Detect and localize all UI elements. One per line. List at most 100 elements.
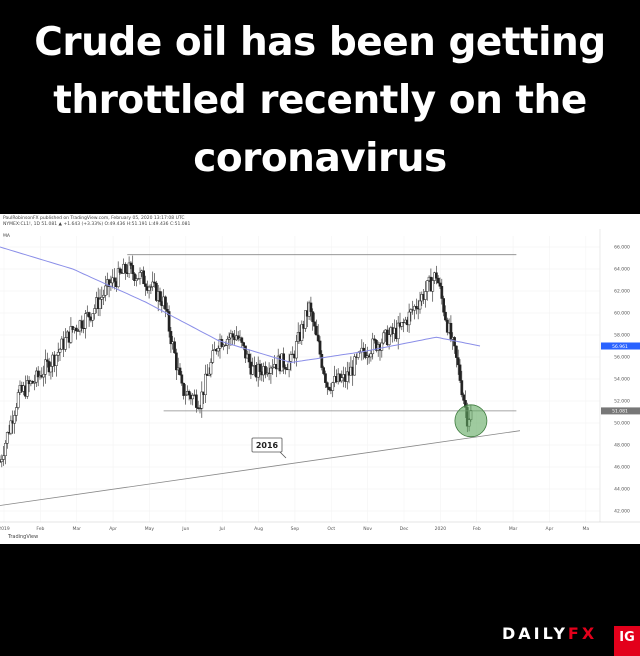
candle bbox=[324, 373, 327, 383]
candle bbox=[204, 373, 207, 396]
headline: Crude oil has been getting throttled rec… bbox=[0, 14, 640, 188]
candle bbox=[15, 407, 18, 416]
candle bbox=[400, 322, 404, 327]
candle bbox=[138, 272, 142, 279]
candle bbox=[113, 277, 116, 282]
candle bbox=[76, 330, 80, 332]
candle bbox=[362, 347, 365, 353]
x-tick-label: Apr bbox=[109, 526, 117, 532]
y-tick-label: 44.000 bbox=[614, 487, 630, 493]
chart-indicator-label: MA bbox=[3, 234, 10, 239]
y-tick-label: 60.000 bbox=[614, 311, 630, 317]
moving-average-line bbox=[0, 246, 481, 364]
x-tick-label: Oct bbox=[327, 526, 335, 532]
candle bbox=[184, 394, 187, 396]
y-tick-label: 66.000 bbox=[614, 245, 630, 251]
candle bbox=[424, 291, 427, 300]
candle bbox=[289, 354, 293, 362]
candle bbox=[440, 286, 444, 299]
candle bbox=[36, 370, 40, 378]
x-tick-label: 2020 bbox=[435, 526, 447, 532]
candle bbox=[240, 337, 244, 343]
annotation-pointer bbox=[279, 451, 287, 459]
price-chart: 42.000 44.000 46.000 48.000 50.000 52.000 54.0… bbox=[0, 229, 640, 532]
candle bbox=[102, 294, 105, 298]
candle bbox=[242, 342, 245, 347]
y-tick-label: 58.000 bbox=[614, 333, 630, 339]
candle bbox=[100, 296, 104, 300]
y-tick-label: 48.000 bbox=[614, 443, 630, 449]
candle bbox=[191, 395, 195, 400]
annotation-box bbox=[251, 437, 283, 453]
ig-logo: IG bbox=[614, 626, 640, 656]
candle bbox=[300, 324, 304, 341]
y-tick-label: 54.000 bbox=[614, 377, 630, 383]
annotation-label: 2016 bbox=[256, 441, 279, 450]
x-tick-label: Aug bbox=[254, 526, 263, 532]
candle bbox=[124, 263, 127, 273]
candle bbox=[315, 325, 318, 336]
candle bbox=[322, 367, 325, 374]
price-tag bbox=[601, 407, 640, 415]
candle bbox=[236, 335, 240, 340]
candle bbox=[231, 333, 235, 337]
candle bbox=[309, 302, 313, 312]
candle bbox=[98, 299, 102, 309]
x-tick-label: Jul bbox=[218, 526, 224, 532]
candle bbox=[175, 352, 178, 371]
candle bbox=[173, 341, 176, 354]
y-tick-label: 42.000 bbox=[614, 509, 630, 515]
candle bbox=[353, 356, 356, 376]
candle bbox=[182, 382, 185, 396]
candle bbox=[327, 387, 331, 390]
x-tick-label: Feb bbox=[36, 526, 44, 532]
candle bbox=[153, 281, 156, 284]
candle bbox=[371, 338, 375, 355]
y-tick-label: 50.000 bbox=[614, 421, 630, 427]
dailyfx-logo: DAILYFX bbox=[502, 624, 598, 643]
candle bbox=[55, 355, 58, 366]
candle bbox=[396, 322, 400, 340]
y-tick-label: 56.000 bbox=[614, 355, 630, 361]
candle bbox=[5, 432, 9, 444]
candle bbox=[127, 262, 131, 274]
candle bbox=[387, 334, 391, 346]
candle bbox=[135, 278, 138, 281]
candle bbox=[104, 285, 107, 296]
candle bbox=[165, 309, 169, 312]
candle bbox=[380, 342, 384, 351]
candle bbox=[180, 374, 184, 384]
x-tick-label: Dec bbox=[400, 526, 409, 532]
candle bbox=[220, 339, 224, 347]
candle bbox=[136, 278, 140, 280]
candle bbox=[149, 286, 153, 288]
candle bbox=[91, 313, 95, 321]
candle bbox=[187, 391, 191, 396]
x-tick-label: Feb bbox=[473, 526, 481, 532]
candle bbox=[258, 363, 262, 372]
candle bbox=[56, 352, 60, 356]
chart-header-symbol: NYMEX:CL1!, 1D 51.081 ▲ +1.643 (+3.33%) … bbox=[3, 222, 191, 227]
candle bbox=[462, 394, 465, 401]
candle bbox=[356, 352, 360, 358]
x-tick-label: Sep bbox=[291, 526, 300, 532]
candle bbox=[409, 309, 413, 313]
candle bbox=[116, 268, 120, 288]
candle bbox=[25, 380, 29, 397]
candle bbox=[4, 443, 7, 456]
candle bbox=[438, 282, 442, 287]
candle bbox=[209, 362, 213, 375]
price-tag-label: 51.081 bbox=[612, 409, 628, 415]
candle bbox=[458, 364, 462, 381]
candle bbox=[318, 340, 322, 355]
candle bbox=[415, 306, 418, 309]
candle bbox=[407, 311, 411, 326]
candle bbox=[269, 367, 273, 374]
candle bbox=[147, 286, 151, 291]
candle bbox=[456, 357, 460, 366]
candle bbox=[425, 280, 429, 292]
x-tick-label: 2019 bbox=[0, 526, 10, 532]
y-tick-label: 52.000 bbox=[614, 399, 630, 405]
candle bbox=[311, 311, 315, 323]
candle bbox=[251, 365, 255, 375]
